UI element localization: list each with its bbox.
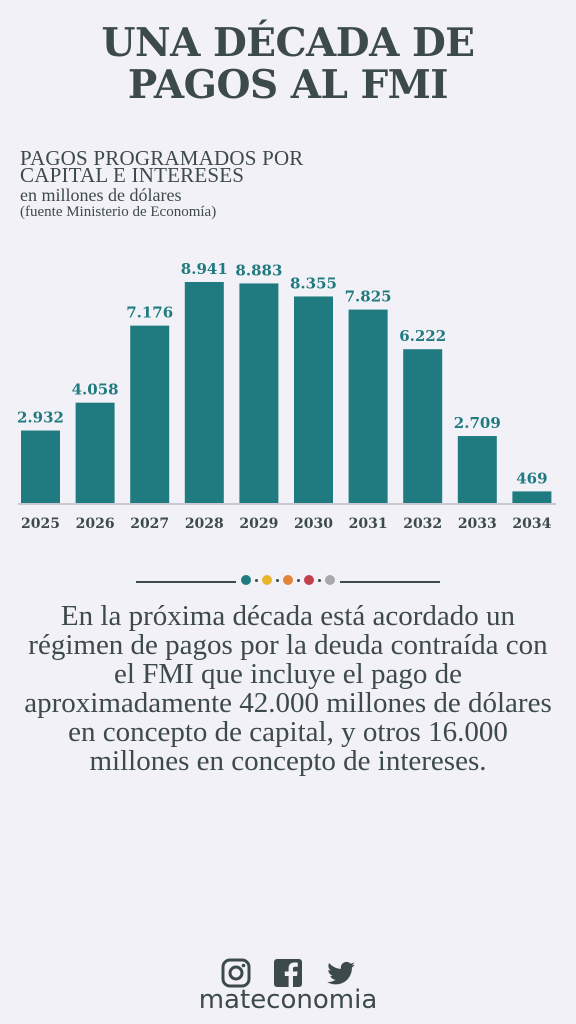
value-label-2025: 2.932 <box>17 409 64 427</box>
value-label-2029: 8.883 <box>235 261 282 279</box>
category-label-2026: 2026 <box>76 516 115 532</box>
divider-separator <box>276 578 279 582</box>
body-paragraph: En la próxima década está acordado un ré… <box>24 600 552 777</box>
subtitle-line-2: CAPITAL E INTERESES <box>20 163 245 187</box>
bar-2026 <box>75 402 115 503</box>
category-label-2027: 2027 <box>130 516 169 532</box>
twitter-icon[interactable] <box>325 958 355 988</box>
section-divider <box>136 575 440 589</box>
divider-separator <box>318 578 321 582</box>
facebook-icon[interactable] <box>273 958 303 988</box>
bar-2028 <box>184 282 224 503</box>
category-label-2029: 2029 <box>239 516 278 532</box>
value-label-2026: 4.058 <box>72 381 119 399</box>
divider-dot <box>262 575 272 585</box>
bar-2034 <box>512 491 552 503</box>
bar-chart: 2.932 2025 4.058 2026 7.176 2027 8.941 2028 8.88… <box>17 260 556 532</box>
page-title: UNA DÉCADA DE PAGOS AL FMI <box>0 22 576 106</box>
divider-separator <box>297 578 300 582</box>
bar-2027 <box>130 325 170 503</box>
subtitle-line-1: PAGOS PROGRAMADOS POR <box>20 146 304 170</box>
bar-2030 <box>294 296 333 503</box>
divider-line-right <box>340 581 440 583</box>
category-label-2034: 2034 <box>512 516 551 532</box>
bar-2031 <box>348 309 388 503</box>
divider-dot <box>304 575 314 585</box>
divider-dot <box>325 575 335 585</box>
value-label-2030: 8.355 <box>290 274 337 292</box>
title-line-2: PAGOS AL FMI <box>127 62 449 108</box>
divider-line-left <box>136 581 236 583</box>
category-label-2031: 2031 <box>349 516 388 532</box>
instagram-icon[interactable] <box>221 958 251 988</box>
category-label-2030: 2030 <box>294 516 333 532</box>
brand-name: mateconomia <box>198 985 378 1015</box>
value-label-2028: 8.941 <box>181 260 228 278</box>
value-label-2027: 7.176 <box>126 304 173 322</box>
value-label-2034: 469 <box>516 469 547 487</box>
subtitle-source: (fuente Ministerio de Economía) <box>20 204 217 220</box>
divider-dots <box>241 575 335 585</box>
title-line-1: UNA DÉCADA DE <box>101 20 475 66</box>
divider-dot <box>283 575 293 585</box>
category-label-2032: 2032 <box>403 516 442 532</box>
value-label-2031: 7.825 <box>345 288 392 306</box>
bar-2032 <box>403 349 443 503</box>
divider-separator <box>255 578 258 582</box>
category-label-2033: 2033 <box>458 516 497 532</box>
chart-subtitle: PAGOS PROGRAMADOS POR CAPITAL E INTERESE… <box>20 146 304 220</box>
bar-2033 <box>457 436 497 503</box>
social-links <box>0 958 576 988</box>
category-label-2028: 2028 <box>185 516 224 532</box>
category-label-2025: 2025 <box>21 516 60 532</box>
bar-2029 <box>239 283 279 503</box>
subtitle-units: en millones de dólares <box>20 185 182 205</box>
value-label-2032: 6.222 <box>399 327 446 345</box>
value-label-2033: 2.709 <box>454 414 501 432</box>
bar-2025 <box>21 430 60 503</box>
divider-dot <box>241 575 251 585</box>
